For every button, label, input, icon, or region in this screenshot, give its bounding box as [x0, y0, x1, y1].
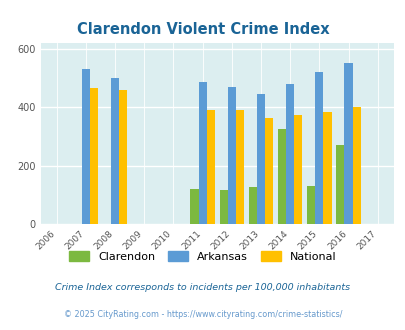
- Bar: [206, 110, 214, 224]
- Bar: [190, 189, 198, 224]
- Bar: [277, 129, 286, 224]
- Text: Clarendon Violent Crime Index: Clarendon Violent Crime Index: [77, 22, 328, 37]
- Bar: [335, 145, 343, 224]
- Bar: [235, 110, 243, 224]
- Bar: [119, 90, 127, 224]
- Bar: [286, 84, 294, 224]
- Bar: [256, 94, 264, 224]
- Bar: [248, 187, 256, 224]
- Legend: Clarendon, Arkansas, National: Clarendon, Arkansas, National: [64, 247, 341, 266]
- Bar: [315, 72, 323, 224]
- Bar: [81, 69, 90, 224]
- Bar: [294, 115, 302, 224]
- Bar: [352, 107, 360, 224]
- Text: © 2025 CityRating.com - https://www.cityrating.com/crime-statistics/: © 2025 CityRating.com - https://www.city…: [64, 310, 341, 319]
- Bar: [343, 63, 352, 224]
- Bar: [90, 88, 98, 224]
- Bar: [198, 82, 206, 224]
- Bar: [306, 186, 315, 224]
- Bar: [323, 112, 331, 224]
- Bar: [219, 190, 227, 224]
- Bar: [264, 117, 273, 224]
- Bar: [227, 87, 235, 224]
- Text: Crime Index corresponds to incidents per 100,000 inhabitants: Crime Index corresponds to incidents per…: [55, 283, 350, 292]
- Bar: [111, 78, 119, 224]
